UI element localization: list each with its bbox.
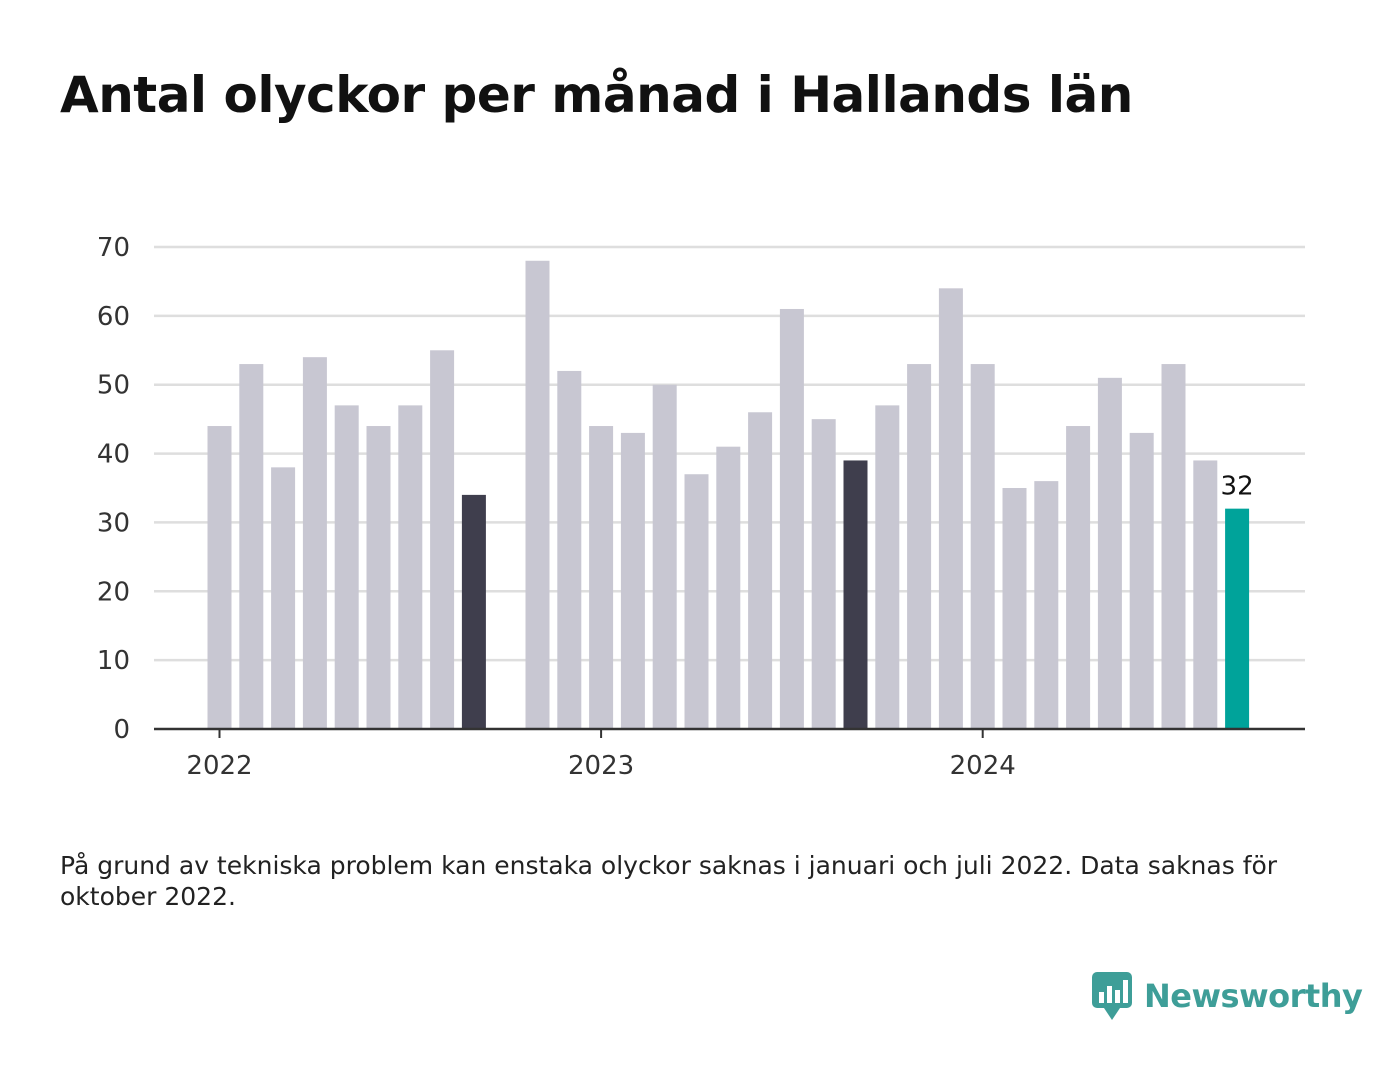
bar-chart-logo-icon bbox=[1092, 972, 1132, 1020]
bar-2022-09 bbox=[461, 494, 486, 729]
bar-2024-02 bbox=[1002, 488, 1027, 729]
bar-2022-11 bbox=[525, 260, 550, 729]
bar-2024-03 bbox=[1034, 481, 1059, 729]
bar-chart: 0 10 20 30 40 50 60 70 2022 2023 2024 32 bbox=[97, 233, 1305, 781]
bar-2022-02 bbox=[239, 364, 264, 729]
bar-2024-08 bbox=[1193, 460, 1218, 729]
bar-2024-07 bbox=[1161, 364, 1186, 729]
bar-2023-11 bbox=[907, 364, 932, 729]
y-tick-label: 30 bbox=[97, 508, 130, 538]
y-tick-label: 70 bbox=[97, 233, 130, 263]
bar-2022-01 bbox=[207, 426, 232, 729]
x-tick-label: 2023 bbox=[568, 751, 634, 781]
bar-2024-09 bbox=[1225, 508, 1250, 729]
bar-2022-04 bbox=[302, 357, 327, 729]
bar-2023-12 bbox=[938, 288, 963, 729]
bar-2022-06 bbox=[366, 426, 391, 729]
bar-2024-06 bbox=[1129, 432, 1154, 729]
bar-2022-08 bbox=[430, 350, 455, 729]
bar-2023-04 bbox=[684, 474, 709, 729]
y-axis-labels: 0 10 20 30 40 50 60 70 bbox=[97, 233, 130, 745]
bar-2023-07 bbox=[779, 308, 804, 729]
y-tick-label: 20 bbox=[97, 577, 130, 607]
bar-2023-10 bbox=[875, 405, 900, 729]
bar-2022-07 bbox=[398, 405, 423, 729]
bar-2022-12 bbox=[557, 370, 582, 729]
data-label-2024-09: 32 bbox=[1221, 472, 1254, 502]
y-tick-label: 60 bbox=[97, 302, 130, 332]
bar-2024-05 bbox=[1097, 377, 1122, 729]
y-tick-label: 0 bbox=[113, 715, 130, 745]
data-labels: 32 bbox=[1221, 472, 1254, 502]
x-axis: 2022 2023 2024 bbox=[154, 727, 1305, 781]
bar-2022-03 bbox=[271, 467, 296, 729]
y-tick-label: 40 bbox=[97, 440, 130, 470]
y-tick-label: 50 bbox=[97, 371, 130, 401]
bar-2023-09 bbox=[843, 460, 868, 729]
y-tick-label: 10 bbox=[97, 646, 130, 676]
bar-2023-08 bbox=[811, 419, 836, 729]
bar-2023-05 bbox=[716, 446, 741, 729]
x-tick-label: 2024 bbox=[950, 751, 1016, 781]
bar-2023-06 bbox=[748, 412, 773, 729]
bar-2022-05 bbox=[334, 405, 359, 729]
newsworthy-logo: Newsworthy bbox=[1090, 968, 1363, 1024]
bars bbox=[207, 260, 1250, 729]
brand-name: Newsworthy bbox=[1144, 977, 1363, 1015]
bar-2024-01 bbox=[970, 364, 995, 729]
x-tick-label: 2022 bbox=[186, 751, 252, 781]
chart-title: Antal olyckor per månad i Hallands län bbox=[60, 66, 1133, 124]
footnote: På grund av tekniska problem kan enstaka… bbox=[60, 851, 1278, 911]
bar-2024-04 bbox=[1066, 426, 1091, 729]
bar-2023-03 bbox=[652, 384, 677, 729]
bar-2023-01 bbox=[589, 426, 614, 729]
bar-2023-02 bbox=[620, 432, 645, 729]
